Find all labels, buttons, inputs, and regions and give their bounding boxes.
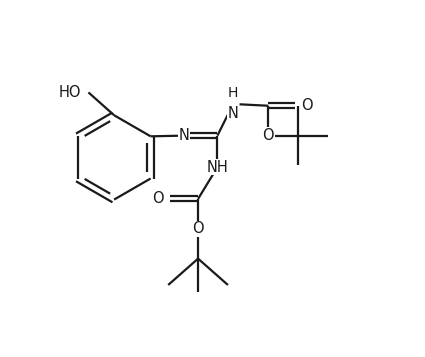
Text: N: N <box>178 128 190 143</box>
Text: N: N <box>228 106 239 121</box>
Text: O: O <box>192 221 204 236</box>
Text: O: O <box>263 128 274 143</box>
Text: O: O <box>152 191 164 206</box>
Text: H: H <box>228 86 238 100</box>
Text: NH: NH <box>207 160 228 175</box>
Text: O: O <box>301 98 313 113</box>
Text: HO: HO <box>58 85 81 100</box>
